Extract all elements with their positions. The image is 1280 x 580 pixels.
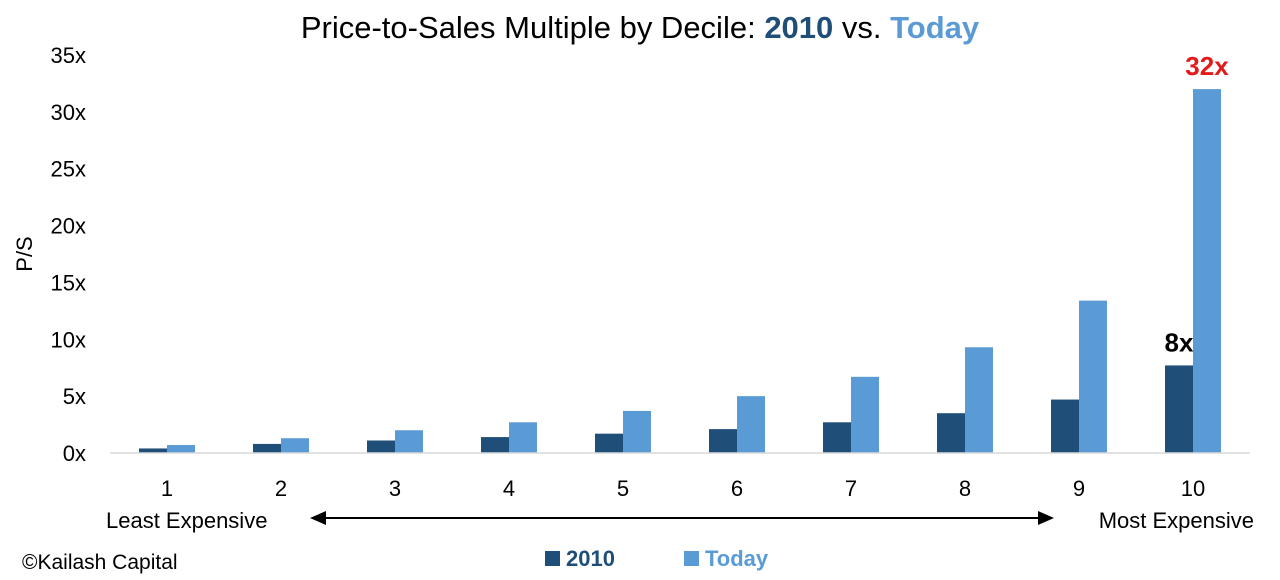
bar-today-decile-10 xyxy=(1193,89,1221,453)
x-tick-label: 9 xyxy=(1073,476,1085,501)
bar-today-decile-3 xyxy=(395,430,423,453)
y-tick-label: 30x xyxy=(51,100,86,125)
legend-label-2010: 2010 xyxy=(566,546,615,571)
bars xyxy=(139,89,1221,453)
bar-2010-decile-1 xyxy=(139,448,167,453)
bar-2010-decile-2 xyxy=(253,443,281,453)
legend: 2010 Today xyxy=(545,546,769,571)
y-tick-label: 25x xyxy=(51,157,86,182)
annotation-32x: 32x xyxy=(1185,51,1229,81)
y-tick-label: 20x xyxy=(51,214,86,239)
most-expensive-label: Most Expensive xyxy=(1099,508,1254,533)
x-tick-label: 6 xyxy=(731,476,743,501)
x-tick-label: 10 xyxy=(1181,476,1205,501)
legend-swatch-2010 xyxy=(545,551,560,566)
x-tick-label: 1 xyxy=(161,476,173,501)
y-tick-label: 0x xyxy=(63,441,86,466)
bar-today-decile-8 xyxy=(965,347,993,453)
chart-title: Price-to-Sales Multiple by Decile: 2010 … xyxy=(301,10,980,45)
x-tick-label: 2 xyxy=(275,476,287,501)
x-tick-label: 3 xyxy=(389,476,401,501)
y-tick-label: 15x xyxy=(51,270,86,295)
x-tick-label: 7 xyxy=(845,476,857,501)
title-series-2010: 2010 xyxy=(764,10,833,45)
x-tick-label: 8 xyxy=(959,476,971,501)
bar-2010-decile-6 xyxy=(709,429,737,453)
y-axis-ticks: 0x 5x 10x 15x 20x 25x 30x 35x xyxy=(51,43,86,466)
bar-today-decile-9 xyxy=(1079,300,1107,453)
bar-2010-decile-3 xyxy=(367,440,395,453)
y-tick-label: 5x xyxy=(63,384,86,409)
bar-2010-decile-8 xyxy=(937,413,965,453)
bar-2010-decile-7 xyxy=(823,422,851,453)
bar-today-decile-5 xyxy=(623,410,651,453)
bar-today-decile-7 xyxy=(851,376,879,453)
x-axis-categories: 1 2 3 4 5 6 7 8 9 10 xyxy=(161,476,1205,501)
arrow-left-head xyxy=(310,511,326,525)
title-middle: vs. xyxy=(833,10,890,45)
expensiveness-arrow xyxy=(310,511,1054,525)
bar-2010-decile-4 xyxy=(481,437,509,453)
bar-today-decile-6 xyxy=(737,396,765,453)
bar-today-decile-1 xyxy=(167,445,195,453)
title-series-today: Today xyxy=(890,10,980,45)
legend-swatch-today xyxy=(684,551,699,566)
credit-text: ©Kailash Capital xyxy=(22,551,178,574)
bar-2010-decile-5 xyxy=(595,433,623,453)
x-tick-label: 4 xyxy=(503,476,515,501)
title-prefix: Price-to-Sales Multiple by Decile: xyxy=(301,10,764,45)
annotation-8x: 8x xyxy=(1165,327,1194,357)
y-tick-label: 10x xyxy=(51,327,86,352)
x-tick-label: 5 xyxy=(617,476,629,501)
arrow-right-head xyxy=(1038,511,1054,525)
least-expensive-label: Least Expensive xyxy=(106,508,267,533)
legend-label-today: Today xyxy=(705,546,769,571)
bar-annotations: 8x 32x xyxy=(1165,51,1230,357)
bar-today-decile-2 xyxy=(281,438,309,453)
bar-2010-decile-9 xyxy=(1051,399,1079,453)
bar-today-decile-4 xyxy=(509,422,537,453)
y-axis-label: P/S xyxy=(12,236,37,271)
bar-2010-decile-10 xyxy=(1165,365,1193,453)
y-tick-label: 35x xyxy=(51,43,86,68)
